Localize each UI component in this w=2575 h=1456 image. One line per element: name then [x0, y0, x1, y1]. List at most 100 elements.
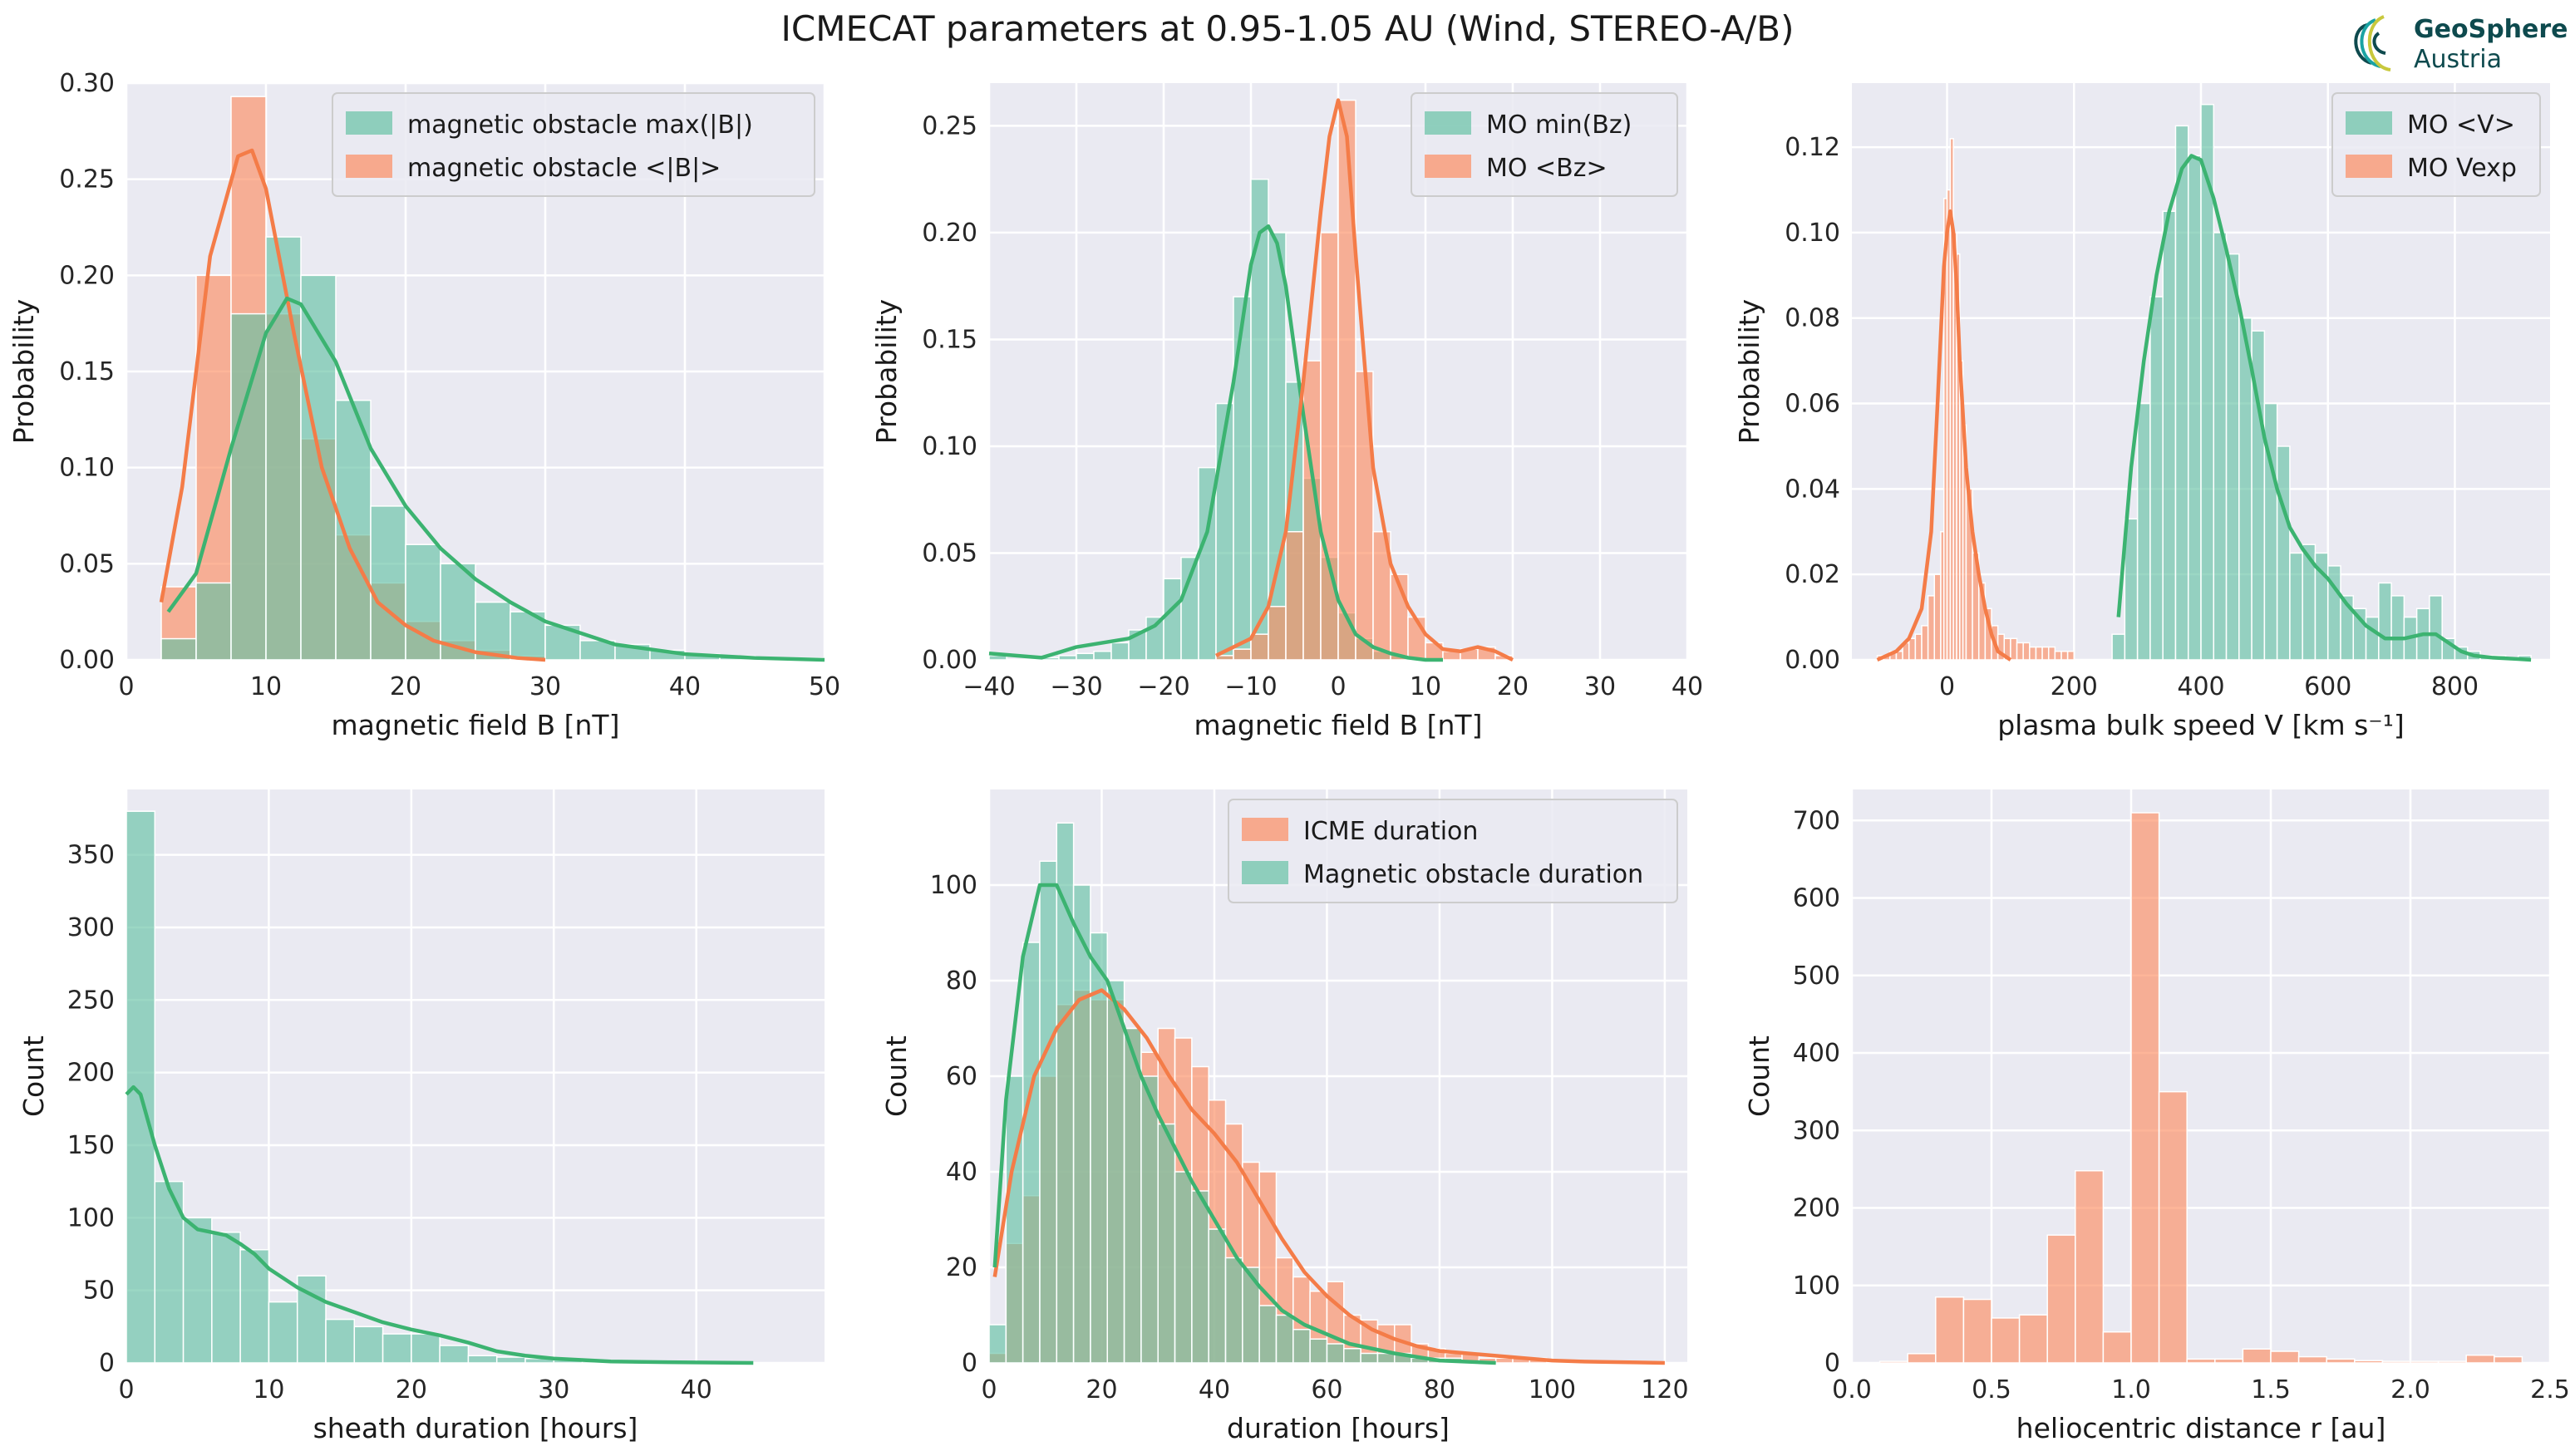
bar: [2060, 650, 2069, 661]
bar: [2270, 1350, 2300, 1364]
chart-p6: 0.0 0.5 1.0 1.5 2.0 2.5 0 100 200 300 400 500 600 700…: [1743, 789, 2570, 1444]
y-tick-label: 0.10: [59, 454, 115, 483]
logo-text-line1: GeoSphere: [2414, 15, 2568, 44]
kde-line: [166, 296, 825, 662]
bar: [2102, 1331, 2132, 1364]
bar: [1292, 1329, 1311, 1364]
y-tick-label: 0.10: [922, 432, 977, 461]
legend-label: magnetic obstacle max(|B|): [407, 111, 753, 140]
legend-label: MO <V>: [2407, 111, 2515, 140]
bar: [2035, 646, 2043, 661]
bar: [1908, 637, 1917, 661]
x-tick-label: 0: [118, 672, 134, 701]
bar: [1921, 625, 1929, 661]
bar: [1962, 1298, 1992, 1364]
y-tick-label: 0.06: [1785, 390, 1840, 419]
legend-label: MO Vexp: [2407, 154, 2517, 183]
y-tick-label: 200: [67, 1059, 115, 1088]
bar: [2494, 1355, 2523, 1364]
kde-line: [992, 883, 1496, 1365]
y-tick-label: 0.04: [1785, 475, 1840, 504]
y-tick-label: 0.10: [1785, 219, 1840, 248]
y-tick-label: 0: [99, 1349, 115, 1378]
x-tick-label: 40: [669, 672, 701, 701]
y-tick-label: 0.15: [922, 325, 977, 354]
bar: [1309, 1338, 1328, 1364]
bar: [1110, 642, 1130, 661]
kde-line: [992, 988, 1665, 1365]
x-tick-label: 20: [1497, 672, 1529, 701]
x-tick-label: 800: [2431, 672, 2479, 701]
x-tick-label: 20: [390, 672, 421, 701]
x-tick-label: −30: [1050, 672, 1102, 701]
y-tick-label: 100: [930, 871, 977, 900]
y-tick-label: 200: [1793, 1194, 1840, 1223]
bar: [2016, 642, 2024, 661]
bar: [2326, 1358, 2356, 1364]
x-tick-label: 10: [250, 672, 282, 701]
bar: [2390, 595, 2405, 661]
bar: [1285, 531, 1304, 661]
bar: [230, 312, 267, 661]
bar: [2054, 650, 2062, 661]
bar: [2022, 642, 2031, 661]
legend-swatch: [1242, 818, 1288, 841]
y-tick-label: 0: [1824, 1349, 1840, 1378]
bar: [1275, 1314, 1294, 1364]
legend-label: MO min(Bz): [1486, 111, 1632, 140]
legend-swatch: [2346, 155, 2392, 178]
y-tick-label: 0.00: [922, 646, 977, 675]
kde-line: [2116, 154, 2532, 662]
y-tick-label: 0.20: [59, 261, 115, 290]
y-tick-label: 300: [1793, 1116, 1840, 1145]
bar: [2158, 1090, 2188, 1364]
legend-swatch: [2346, 111, 2392, 135]
y-axis-label: Count: [17, 1035, 50, 1117]
x-tick-label: 0: [981, 1375, 997, 1404]
legend-box: [332, 92, 815, 197]
legend-label: MO <Bz>: [1486, 154, 1608, 183]
bar: [239, 1248, 270, 1364]
y-tick-label: 700: [1793, 806, 1840, 835]
bar: [2213, 232, 2228, 661]
bar: [2410, 1360, 2440, 1364]
y-tick-label: 500: [1793, 962, 1840, 991]
bar: [2437, 1360, 2467, 1364]
bar: [1093, 650, 1112, 661]
bar: [2242, 1348, 2272, 1364]
bar: [2297, 1355, 2327, 1364]
y-tick-label: 0.08: [1785, 304, 1840, 333]
x-axis-label: plasma bulk speed V [km s⁻¹]: [1997, 709, 2405, 741]
y-axis-label: Probability: [7, 299, 40, 444]
x-tick-label: 80: [1424, 1375, 1455, 1404]
y-tick-label: 0.00: [1785, 646, 1840, 675]
y-tick-label: 0: [962, 1349, 977, 1378]
x-axis-label: sheath duration [hours]: [313, 1412, 638, 1444]
bar: [2214, 1358, 2244, 1364]
bar: [411, 1333, 441, 1364]
bar: [1039, 860, 1058, 1364]
bar: [1005, 1075, 1024, 1364]
geosphere-swirl-icon: [2354, 15, 2391, 71]
bar: [2225, 253, 2240, 661]
bar: [2429, 595, 2443, 661]
y-tick-label: 0.25: [59, 165, 115, 194]
bar: [1163, 578, 1182, 661]
x-tick-label: 10: [1410, 672, 1441, 701]
y-tick-label: 0.25: [922, 111, 977, 140]
bar: [1072, 884, 1091, 1364]
y-axis-label: Count: [1743, 1035, 1775, 1117]
x-tick-label: 1.0: [2111, 1375, 2151, 1404]
x-tick-label: 20: [396, 1375, 427, 1404]
legend-swatch: [1425, 111, 1471, 135]
figure-title: ICMECAT parameters at 0.95-1.05 AU (Wind…: [780, 8, 1795, 49]
chart-p2: −40 −30 −20 −10 0 10 20 30 40 0.00 0.05 0.10 0.15 0.2…: [870, 83, 1703, 741]
bar: [2010, 637, 2018, 661]
bar: [126, 810, 156, 1364]
legend-box: [1411, 92, 1678, 197]
bar: [182, 1217, 213, 1364]
kde-line: [1876, 209, 2012, 662]
bar: [1914, 633, 1923, 661]
bar: [1494, 1357, 1514, 1364]
bar: [439, 1345, 470, 1364]
